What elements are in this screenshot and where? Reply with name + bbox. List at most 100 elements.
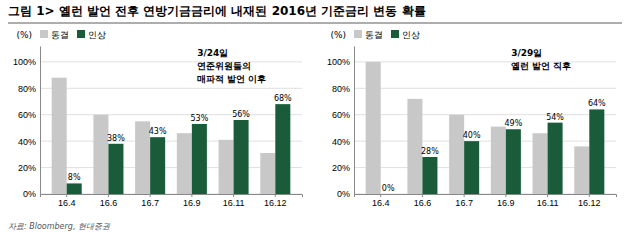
tick-label: 0% <box>337 189 350 199</box>
tick-label: 16.6 <box>414 198 432 208</box>
tick-label: 16.12 <box>578 198 601 208</box>
data-label: 40% <box>463 131 481 140</box>
grid-line <box>40 88 302 89</box>
legend-swatch <box>391 30 399 38</box>
bar <box>177 133 192 194</box>
tick: 16.7 <box>455 194 473 208</box>
tick-mark <box>191 194 192 197</box>
tick: 16.9 <box>497 194 515 208</box>
panel: 8%38%43%53%56%68%16.416.616.716.916.1116… <box>13 30 303 209</box>
y-axis: 0%20%40%60%80%100% <box>327 47 355 200</box>
data-labels: 0% 28% 40% 49% 54% 64% <box>382 99 606 193</box>
bar <box>52 78 67 194</box>
axis-line <box>354 47 355 195</box>
legend-item: 동결 <box>354 30 383 40</box>
annotation-line: 연준위원들의 <box>197 61 251 71</box>
tick: 0% <box>337 189 354 199</box>
legend-swatch <box>354 30 362 38</box>
tick-mark <box>422 194 423 197</box>
tick-label: 16.6 <box>100 198 118 208</box>
tick: 0% <box>23 189 40 199</box>
tick-label: 60% <box>18 110 36 120</box>
tick-label: 80% <box>18 84 36 94</box>
legend-label: 인상 <box>88 30 106 40</box>
tick: 60% <box>332 110 354 120</box>
tick: 16.6 <box>100 194 118 208</box>
y-axis: 0% 20% 40% 60% 80% 100% <box>13 47 41 200</box>
bar <box>589 109 604 194</box>
axis-line <box>355 195 617 198</box>
tick-mark <box>380 194 381 197</box>
tick: 16.4 <box>58 194 76 208</box>
tick: 100% <box>327 57 354 67</box>
bar <box>108 144 123 194</box>
bar <box>366 62 381 194</box>
bar <box>548 123 563 194</box>
tick: 16.9 <box>183 194 201 208</box>
data-label: 53% <box>190 114 208 123</box>
bar-series <box>52 78 276 194</box>
x-axis: 16.4 16.6 16.7 16.9 16.11 16.12 <box>355 194 617 208</box>
bar <box>93 115 108 194</box>
tick: 40% <box>18 137 40 147</box>
data-label: 54% <box>546 113 564 122</box>
tick-label: 0% <box>23 189 36 199</box>
axis-line <box>40 47 41 195</box>
tick: 16.4 <box>372 194 390 208</box>
tick-label: 60% <box>332 110 350 120</box>
tick: 16.11 <box>537 194 559 208</box>
tick-label: 16.7 <box>455 198 473 208</box>
tick: 20% <box>18 163 40 173</box>
data-label: 64% <box>588 99 606 108</box>
annotation-line: 옐런 발언 직후 <box>511 61 571 71</box>
legend-swatch <box>40 30 48 38</box>
bar <box>192 124 207 194</box>
tick: 16.6 <box>414 194 432 208</box>
tick-mark <box>233 194 234 197</box>
tick: 16.7 <box>141 194 159 208</box>
data-label: 49% <box>504 119 522 128</box>
tick-label: 20% <box>18 163 36 173</box>
title-rule <box>8 23 622 24</box>
bar <box>150 137 165 194</box>
legend-swatch <box>77 30 85 38</box>
tick-mark <box>464 194 465 197</box>
tick-label: 100% <box>13 57 36 67</box>
grid-line <box>40 114 302 115</box>
data-label: 43% <box>149 127 167 136</box>
grid <box>354 62 616 194</box>
legend-label: 인상 <box>402 30 420 40</box>
grid-line <box>354 88 616 89</box>
bar <box>533 133 548 194</box>
x-axis: 16.4 16.6 16.7 16.9 16.11 16.12 <box>41 194 303 208</box>
bar <box>464 141 479 194</box>
bar <box>574 146 589 194</box>
grid-line <box>354 61 616 62</box>
tick: 80% <box>332 84 354 94</box>
bar <box>491 127 506 194</box>
source: 자료: Bloomberg, 현대증권 <box>8 222 111 231</box>
bar-series <box>67 104 291 194</box>
tick-label: 80% <box>332 84 350 94</box>
tick: 80% <box>18 84 40 94</box>
tick-mark <box>66 194 67 197</box>
chart-svg: 그림 1> 옐런 발언 전후 연방기금금리에 내재된 2016년 기준금리 변동… <box>0 0 630 233</box>
tick-mark <box>505 194 506 197</box>
y-label: (%) <box>16 30 32 40</box>
tick-mark <box>108 194 109 197</box>
data-label: 38% <box>107 134 125 143</box>
bar <box>506 129 521 194</box>
bar <box>260 153 275 194</box>
tick: 16.11 <box>223 194 245 208</box>
tick-label: 16.11 <box>537 198 559 208</box>
annotation-line: 3/29일 <box>511 48 542 58</box>
tick-label: 100% <box>327 57 350 67</box>
tick: 16.12 <box>264 194 287 208</box>
bar <box>67 183 82 194</box>
grid <box>40 62 302 194</box>
tick-label: 16.7 <box>141 198 159 208</box>
data-label: 68% <box>274 94 292 103</box>
data-label: 28% <box>421 147 439 156</box>
legend: 동결 인상 <box>354 30 420 40</box>
data-label: 0% <box>382 184 395 193</box>
